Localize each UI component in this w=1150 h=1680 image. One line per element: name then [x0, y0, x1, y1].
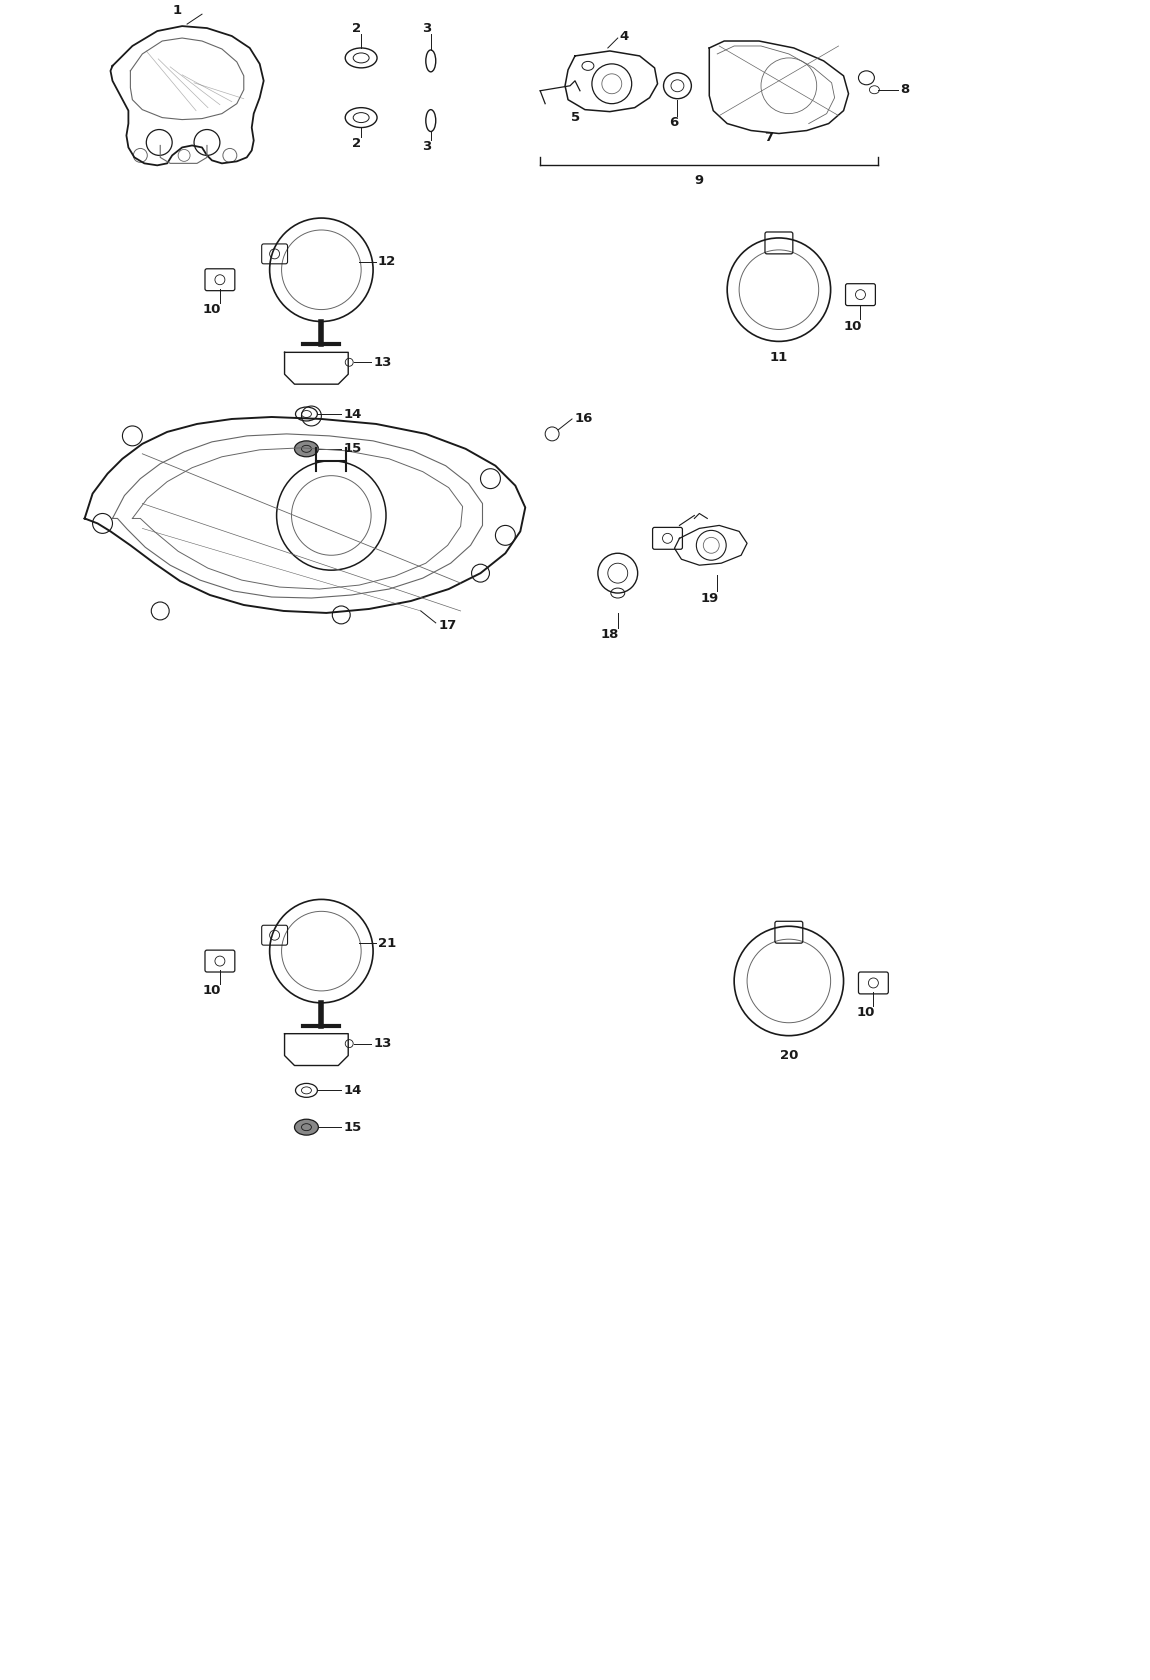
Text: 18: 18	[600, 628, 619, 642]
Text: 9: 9	[695, 173, 704, 186]
Text: 14: 14	[343, 1084, 361, 1097]
Text: 7: 7	[765, 131, 774, 144]
Text: 6: 6	[669, 116, 678, 129]
Ellipse shape	[294, 1119, 319, 1136]
Text: 19: 19	[700, 591, 719, 605]
Text: 2: 2	[352, 22, 361, 35]
Text: 20: 20	[780, 1048, 798, 1062]
Text: 17: 17	[439, 620, 457, 632]
Text: 3: 3	[422, 22, 431, 35]
Text: 10: 10	[857, 1006, 875, 1020]
Text: 15: 15	[343, 1121, 361, 1134]
Text: 13: 13	[373, 1037, 391, 1050]
Text: 14: 14	[343, 408, 361, 420]
Text: 4: 4	[620, 30, 629, 42]
Text: 13: 13	[373, 356, 391, 370]
Ellipse shape	[294, 440, 319, 457]
Text: 11: 11	[769, 351, 788, 365]
Text: 3: 3	[422, 139, 431, 153]
Text: 21: 21	[378, 937, 397, 949]
Text: 8: 8	[900, 84, 910, 96]
Text: 15: 15	[343, 442, 361, 455]
Text: 5: 5	[572, 111, 581, 124]
Text: 10: 10	[202, 302, 221, 316]
Text: 12: 12	[378, 255, 397, 269]
Text: 1: 1	[172, 3, 182, 17]
Text: 10: 10	[843, 319, 861, 333]
Text: 2: 2	[352, 138, 361, 150]
Text: 10: 10	[202, 984, 221, 998]
Text: 16: 16	[575, 413, 593, 425]
